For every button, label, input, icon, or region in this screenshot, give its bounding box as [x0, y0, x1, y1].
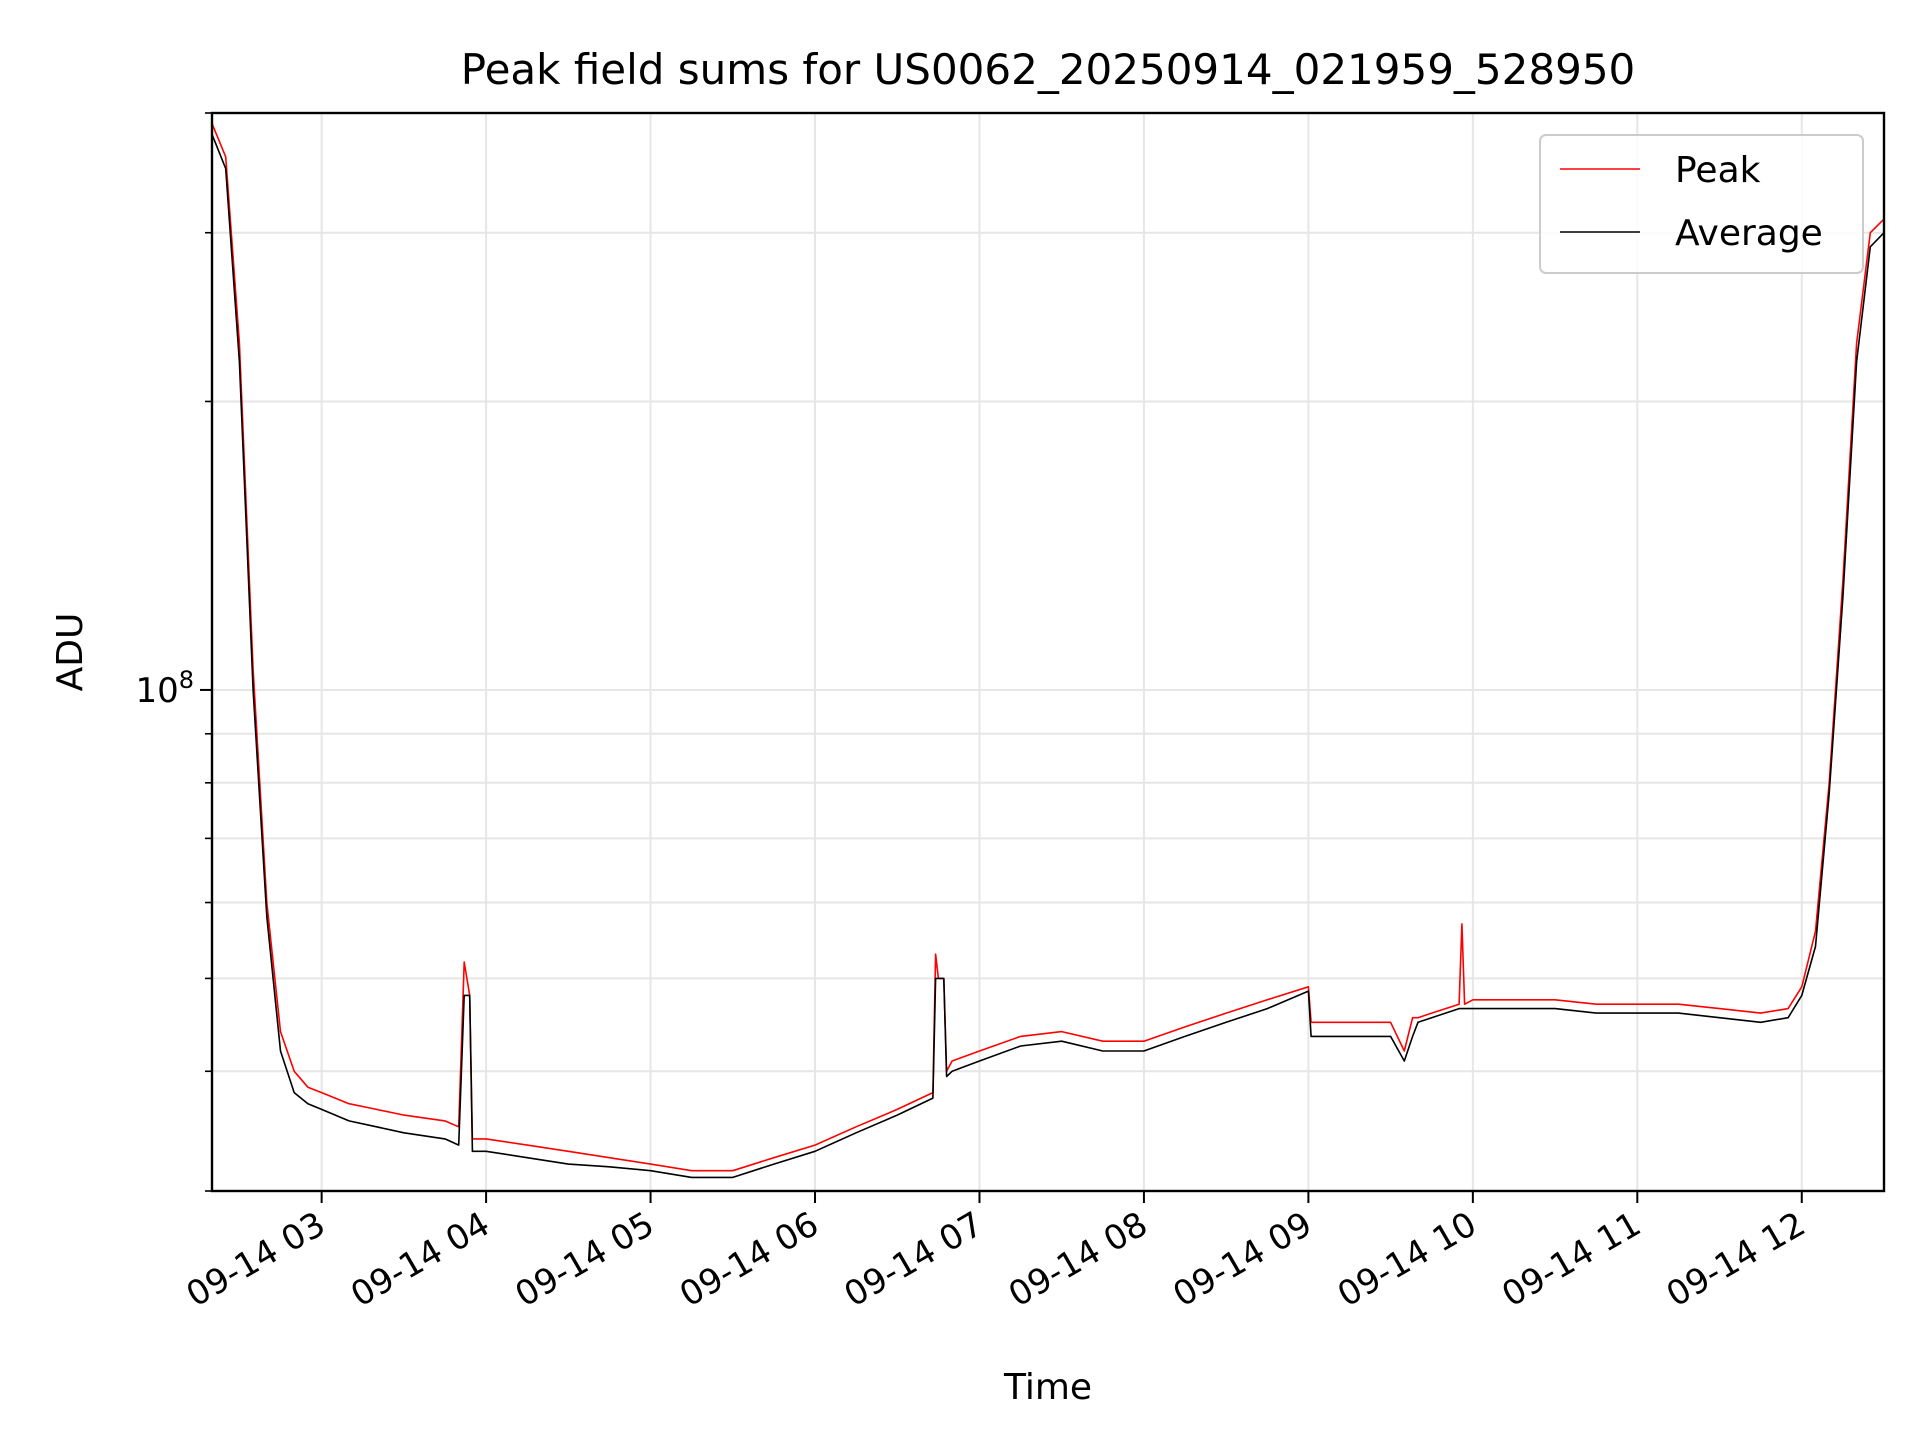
legend: Peak Average: [1539, 134, 1864, 274]
plot-lines: [211, 123, 1885, 1179]
chart-title: Peak field sums for US0062_20250914_0219…: [461, 45, 1636, 94]
legend-label-average: Average: [1675, 213, 1823, 254]
y-axis-label: ADU: [50, 613, 91, 692]
y-tick-label: 108: [135, 666, 194, 711]
x-axis-label: Time: [1003, 1367, 1092, 1408]
series-line-average: [211, 134, 1885, 1179]
plot-frame: [210, 111, 1886, 1193]
legend-label-peak: Peak: [1675, 150, 1761, 191]
y-axis: 108: [135, 112, 212, 1192]
y-tick-exponent: 8: [179, 666, 194, 694]
y-tick-base: 10: [135, 671, 178, 711]
series-line-peak: [211, 123, 1885, 1172]
